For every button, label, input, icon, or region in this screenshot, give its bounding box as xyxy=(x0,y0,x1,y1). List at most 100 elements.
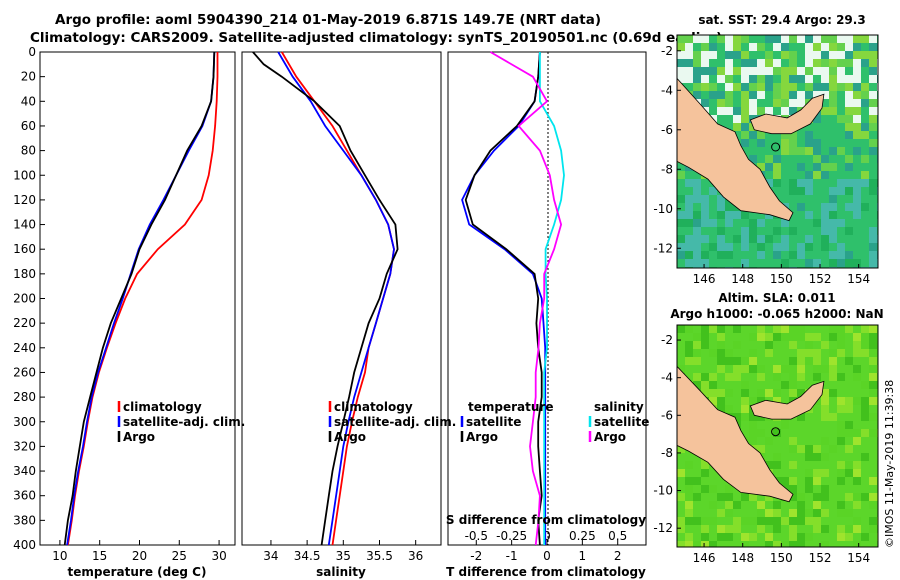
sla-cell xyxy=(693,541,701,547)
sla-cell xyxy=(813,501,821,509)
sla-cell xyxy=(861,533,869,541)
sst-cell xyxy=(757,139,765,147)
s-difference-tick-label: 0.25 xyxy=(569,529,596,543)
depth-tick-label: 200 xyxy=(13,292,36,306)
sst-new-britain xyxy=(749,93,825,135)
sst-cell xyxy=(749,219,757,227)
sst-cell xyxy=(845,99,853,107)
sla-cell xyxy=(741,517,749,525)
sla-cell xyxy=(701,389,709,397)
sla-land xyxy=(677,365,794,503)
sst-cell xyxy=(765,67,773,75)
sla-cell xyxy=(709,389,717,397)
sst-cell xyxy=(797,243,805,251)
sla-cell xyxy=(845,509,853,517)
sla-cell xyxy=(757,517,765,525)
sla-cell xyxy=(677,525,685,533)
depth-tick-label: 180 xyxy=(13,267,36,281)
sst-cell xyxy=(717,67,725,75)
sla-cell xyxy=(717,493,725,501)
sst-cell xyxy=(821,51,829,59)
sst-cell xyxy=(693,227,701,235)
sst-cell xyxy=(861,179,869,187)
sst-cell xyxy=(829,163,837,171)
sla-cell xyxy=(789,509,797,517)
sst-cell xyxy=(749,83,757,91)
sla-cell xyxy=(837,373,845,381)
salinity-legend-entry: Argo xyxy=(334,430,366,444)
sla-cell xyxy=(829,373,837,381)
sla-cell xyxy=(757,397,765,405)
sla-lon-tick-label: 150 xyxy=(770,551,793,565)
sla-cell xyxy=(725,357,733,365)
sla-cell xyxy=(805,357,813,365)
sst-cell xyxy=(813,163,821,171)
sla-cell xyxy=(685,533,693,541)
sst-cell xyxy=(821,91,829,99)
sla-cell xyxy=(741,541,749,547)
sst-cell xyxy=(837,75,845,83)
salinity-series-climatology xyxy=(281,51,395,546)
sla-cell xyxy=(733,365,741,373)
sla-cell xyxy=(861,341,869,349)
sst-cell xyxy=(821,59,829,67)
sst-cell xyxy=(829,203,837,211)
temperature-tick-label: 20 xyxy=(132,549,147,563)
sst-cell xyxy=(725,83,733,91)
sst-cell xyxy=(789,67,797,75)
temperature-tick-label: 10 xyxy=(52,549,67,563)
figure-subtitle: Climatology: CARS2009. Satellite-adjuste… xyxy=(30,30,722,46)
sst-argo-position-marker xyxy=(771,142,781,152)
sst-cell xyxy=(829,59,837,67)
depth-tick-label: 260 xyxy=(13,365,36,379)
sla-cell xyxy=(861,397,869,405)
sst-cell xyxy=(701,99,709,107)
sst-cell xyxy=(693,251,701,259)
sst-cell xyxy=(701,195,709,203)
sla-cell xyxy=(725,389,733,397)
sst-cell xyxy=(861,99,869,107)
sst-cell xyxy=(789,83,797,91)
sla-cell xyxy=(685,485,693,493)
sst-cell xyxy=(845,83,853,91)
sst-cell xyxy=(693,243,701,251)
sst-cell xyxy=(821,227,829,235)
sst-cell xyxy=(813,259,821,267)
sst-cell xyxy=(717,75,725,83)
sla-cell xyxy=(677,541,685,547)
sst-cell xyxy=(837,83,845,91)
sst-cell xyxy=(805,51,813,59)
sla-cell xyxy=(717,325,725,333)
sla-lat-tick-label: -4 xyxy=(661,371,673,385)
sst-cell xyxy=(757,83,765,91)
sst-lat-tick-label: -4 xyxy=(661,83,673,97)
sst-cell xyxy=(845,91,853,99)
sst-cell xyxy=(725,243,733,251)
sla-cell xyxy=(853,341,861,349)
sla-cell xyxy=(845,525,853,533)
sla-lat-tick-label: -12 xyxy=(653,521,673,535)
sst-cell xyxy=(709,83,717,91)
sst-cell xyxy=(741,51,749,59)
sst-cell xyxy=(773,59,781,67)
sla-cell xyxy=(869,429,877,437)
sla-cell xyxy=(837,437,845,445)
sla-cell xyxy=(829,413,837,421)
sst-cell xyxy=(821,219,829,227)
sla-cell xyxy=(781,333,789,341)
sst-cell xyxy=(789,147,797,155)
sla-cell xyxy=(853,517,861,525)
sla-cell xyxy=(717,397,725,405)
sla-cell xyxy=(701,341,709,349)
sst-cell xyxy=(821,35,829,43)
sla-cell xyxy=(789,461,797,469)
sst-cell xyxy=(845,187,853,195)
sla-cell xyxy=(773,501,781,509)
sst-cell xyxy=(797,147,805,155)
sla-cell xyxy=(829,325,837,333)
sla-cell xyxy=(773,333,781,341)
sla-cell xyxy=(821,485,829,493)
sst-cell xyxy=(701,75,709,83)
sst-cell xyxy=(829,35,837,43)
sst-cell xyxy=(701,43,709,51)
